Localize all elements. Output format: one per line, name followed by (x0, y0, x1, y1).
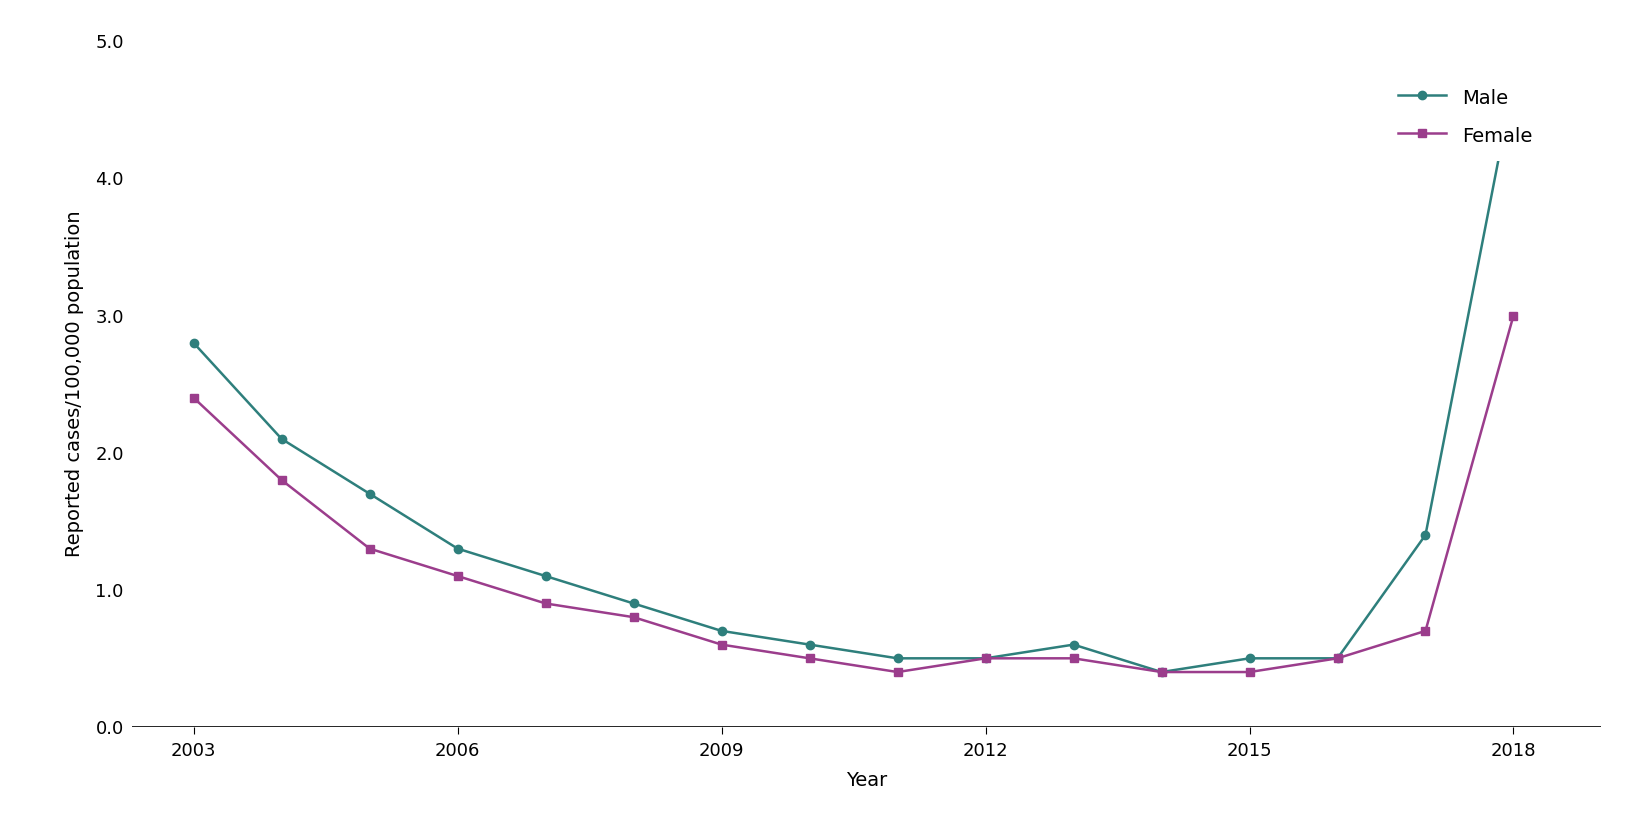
Male (1504, 78, 1524, 88)
Y-axis label: Reported cases/100,000 population: Reported cases/100,000 population (64, 211, 84, 558)
Male (272, 434, 292, 444)
Female (360, 544, 380, 553)
Female (1504, 311, 1524, 320)
Female (1152, 667, 1172, 677)
Male (624, 599, 644, 609)
Male (183, 338, 203, 348)
Female (183, 393, 203, 403)
Male (1240, 653, 1260, 663)
Male (1152, 667, 1172, 677)
Female (888, 667, 908, 677)
Male (712, 626, 731, 636)
Male (888, 653, 908, 663)
Female (535, 599, 555, 609)
Male (535, 571, 555, 581)
Male (447, 544, 467, 553)
Female (624, 612, 644, 622)
Male (1327, 653, 1347, 663)
Line: Male: Male (190, 78, 1517, 676)
Male (799, 639, 819, 649)
Male (976, 653, 996, 663)
Female (712, 639, 731, 649)
Female (272, 475, 292, 485)
Female (1327, 653, 1347, 663)
X-axis label: Year: Year (847, 771, 887, 790)
Male (1063, 639, 1083, 649)
Legend: Male, Female: Male, Female (1382, 72, 1547, 161)
Female (1415, 626, 1435, 636)
Female (1063, 653, 1083, 663)
Female (447, 571, 467, 581)
Male (360, 489, 380, 499)
Male (1415, 530, 1435, 540)
Female (799, 653, 819, 663)
Female (976, 653, 996, 663)
Line: Female: Female (190, 311, 1517, 676)
Female (1240, 667, 1260, 677)
